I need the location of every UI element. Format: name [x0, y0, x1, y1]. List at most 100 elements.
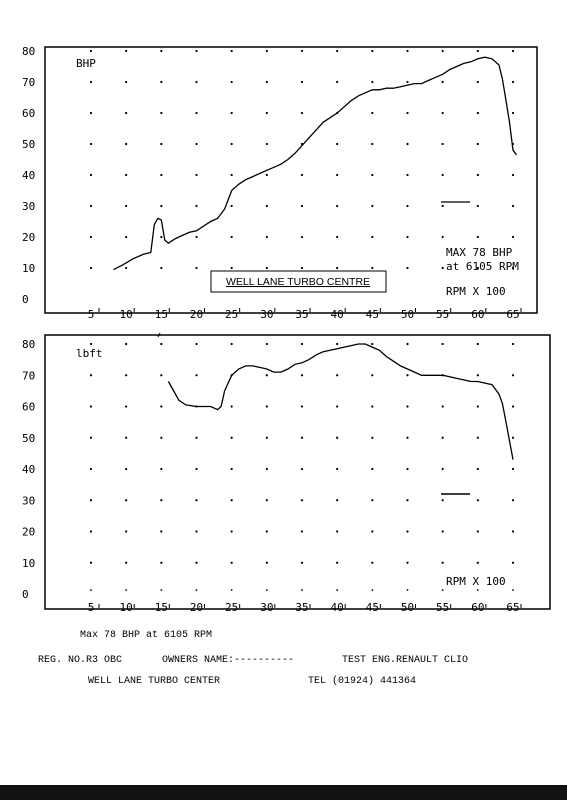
- scan-mark: [157, 332, 161, 338]
- grid-dot: [300, 405, 304, 408]
- grid-dot: [89, 235, 93, 239]
- grid-dot: [476, 235, 479, 239]
- x-tick-label: 55: [436, 601, 449, 614]
- grid-dot: [125, 235, 128, 239]
- y-tick-label: 40: [22, 169, 35, 182]
- grid-dot: [371, 49, 374, 53]
- grid-dot: [441, 436, 444, 439]
- grid-dot: [300, 80, 304, 84]
- grid-dot: [300, 49, 304, 53]
- grid-dot: [265, 589, 268, 591]
- y-tick-label: 10: [22, 262, 35, 275]
- grid-dot: [230, 561, 233, 564]
- grid-dot: [371, 405, 374, 408]
- grid-dot: [476, 204, 479, 208]
- grid-dot: [511, 467, 515, 471]
- x-tick-label: 50: [401, 601, 414, 614]
- grid-dot: [336, 80, 339, 84]
- grid-dot: [230, 111, 233, 115]
- grid-dot: [511, 561, 515, 564]
- grid-dot: [371, 266, 374, 270]
- grid-dot: [195, 173, 198, 177]
- y-tick-label: 20: [22, 231, 35, 244]
- grid-dot: [406, 235, 409, 239]
- grid-dot: [125, 111, 128, 115]
- x-tick-label: 65: [506, 308, 519, 321]
- grid-dot: [511, 204, 515, 208]
- grid-dot: [406, 342, 409, 346]
- grid-dot: [371, 342, 374, 346]
- grid-dot: [300, 266, 304, 270]
- grid-dot: [265, 342, 268, 346]
- grid-dot: [300, 235, 304, 239]
- grid-dot: [160, 49, 163, 53]
- y-tick-label: 30: [22, 494, 35, 507]
- x-tick-label: 35: [295, 601, 308, 614]
- grid-dot: [89, 436, 93, 439]
- grid-dot: [476, 530, 479, 533]
- grid-dot: [511, 405, 515, 408]
- grid-dot: [406, 111, 409, 115]
- y-tick-label: 0: [22, 588, 29, 601]
- grid-dot: [336, 235, 339, 239]
- bhp-chart-frame: [44, 46, 538, 314]
- grid-dot: [89, 530, 93, 533]
- grid-dot: [441, 561, 444, 564]
- y-tick-label: 60: [22, 401, 35, 414]
- grid-dot: [125, 467, 128, 471]
- grid-dot: [89, 499, 93, 502]
- y-tick-label: 50: [22, 432, 35, 445]
- grid-dot: [511, 499, 515, 502]
- grid-dot: [89, 142, 93, 146]
- y-tick-label: 70: [22, 369, 35, 382]
- x-tick-label: 10: [120, 601, 133, 614]
- grid-dot: [371, 589, 374, 591]
- grid-dot: [406, 467, 409, 471]
- bhp-y-label: BHP: [76, 57, 96, 70]
- grid-dot: [265, 405, 268, 408]
- grid-dot: [160, 266, 163, 270]
- grid-dot: [300, 467, 304, 471]
- grid-dot: [125, 589, 128, 591]
- grid-dot: [406, 49, 409, 53]
- grid-dot: [371, 173, 374, 177]
- grid-dot: [336, 499, 339, 502]
- grid-dot: [195, 499, 198, 502]
- max-rpm-label: at 6105 RPM: [446, 260, 519, 273]
- y-tick-label: 80: [22, 45, 35, 58]
- grid-dot: [195, 530, 198, 533]
- grid-dot: [336, 204, 339, 208]
- grid-dot: [230, 405, 233, 408]
- grid-dot: [89, 405, 93, 408]
- x-tick-label: 40: [331, 601, 344, 614]
- grid-dot: [195, 142, 198, 146]
- grid-dot: [371, 561, 374, 564]
- grid-dot: [441, 467, 444, 471]
- grid-dot: [371, 530, 374, 533]
- grid-dot: [230, 49, 233, 53]
- x-tick-label: 20: [190, 308, 203, 321]
- grid-dot: [406, 204, 409, 208]
- x-tick-label: 60: [471, 308, 484, 321]
- grid-dot: [160, 561, 163, 564]
- grid-dot: [511, 530, 515, 533]
- grid-dot: [160, 374, 163, 377]
- y-tick-label: 10: [22, 557, 35, 570]
- grid-dot: [406, 499, 409, 502]
- grid-dot: [265, 235, 268, 239]
- grid-dot: [371, 142, 374, 146]
- grid-dot: [265, 374, 268, 377]
- grid-dot: [125, 142, 128, 146]
- x-tick-label: 10: [120, 308, 133, 321]
- grid-dot: [265, 111, 268, 115]
- grid-dot: [441, 235, 444, 239]
- grid-dot: [441, 499, 444, 502]
- grid-dot: [89, 561, 93, 564]
- grid-dot: [406, 589, 409, 591]
- grid-dot: [160, 111, 163, 115]
- bhp-chart: 0 10 20 30 40 50 60 70 80 5 10 15 20 25 30 35 40 45 50 55 6…: [22, 45, 538, 321]
- torque-chart-x-ticks: 5 10 15 20 25 30 35 40 45 50 55 60 65: [88, 601, 522, 614]
- grid-dot: [230, 499, 233, 502]
- grid-dot: [406, 561, 409, 564]
- torque-series-line: [167, 343, 514, 460]
